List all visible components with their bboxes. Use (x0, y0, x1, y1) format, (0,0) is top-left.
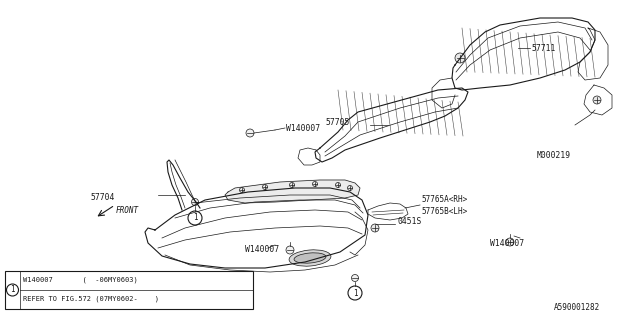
Circle shape (593, 96, 601, 104)
Circle shape (312, 181, 317, 187)
Circle shape (191, 198, 198, 205)
Circle shape (335, 182, 340, 188)
Text: M000219: M000219 (537, 150, 571, 159)
Text: A590001282: A590001282 (554, 303, 600, 312)
Ellipse shape (289, 250, 331, 266)
Circle shape (348, 186, 353, 190)
Text: W140007: W140007 (286, 124, 320, 132)
Text: W140007: W140007 (490, 238, 524, 247)
Circle shape (188, 211, 202, 225)
Circle shape (262, 185, 268, 189)
Circle shape (455, 53, 465, 63)
Circle shape (239, 188, 244, 193)
Text: W140007       (  -06MY0603): W140007 ( -06MY0603) (23, 277, 138, 283)
Circle shape (371, 224, 379, 232)
Text: W140007: W140007 (245, 245, 279, 254)
Circle shape (348, 286, 362, 300)
Text: 57765B<LH>: 57765B<LH> (421, 206, 467, 215)
Circle shape (289, 182, 294, 188)
Circle shape (351, 275, 358, 282)
Circle shape (506, 238, 514, 246)
Text: REFER TO FIG.572 (07MY0602-    ): REFER TO FIG.572 (07MY0602- ) (23, 296, 159, 302)
Text: 57704: 57704 (90, 193, 115, 202)
Circle shape (246, 129, 254, 137)
Ellipse shape (294, 253, 326, 263)
Text: 0451S: 0451S (397, 218, 421, 227)
Text: 57765A<RH>: 57765A<RH> (421, 196, 467, 204)
Text: 1: 1 (10, 285, 15, 294)
Text: 57711: 57711 (532, 44, 556, 52)
Text: 1: 1 (353, 289, 357, 298)
Text: FRONT: FRONT (116, 206, 139, 215)
Circle shape (286, 246, 294, 254)
Circle shape (6, 284, 19, 296)
Text: 57705: 57705 (325, 117, 349, 126)
Bar (5, 271, 253, 309)
Polygon shape (225, 180, 360, 203)
Text: 1: 1 (193, 213, 197, 222)
